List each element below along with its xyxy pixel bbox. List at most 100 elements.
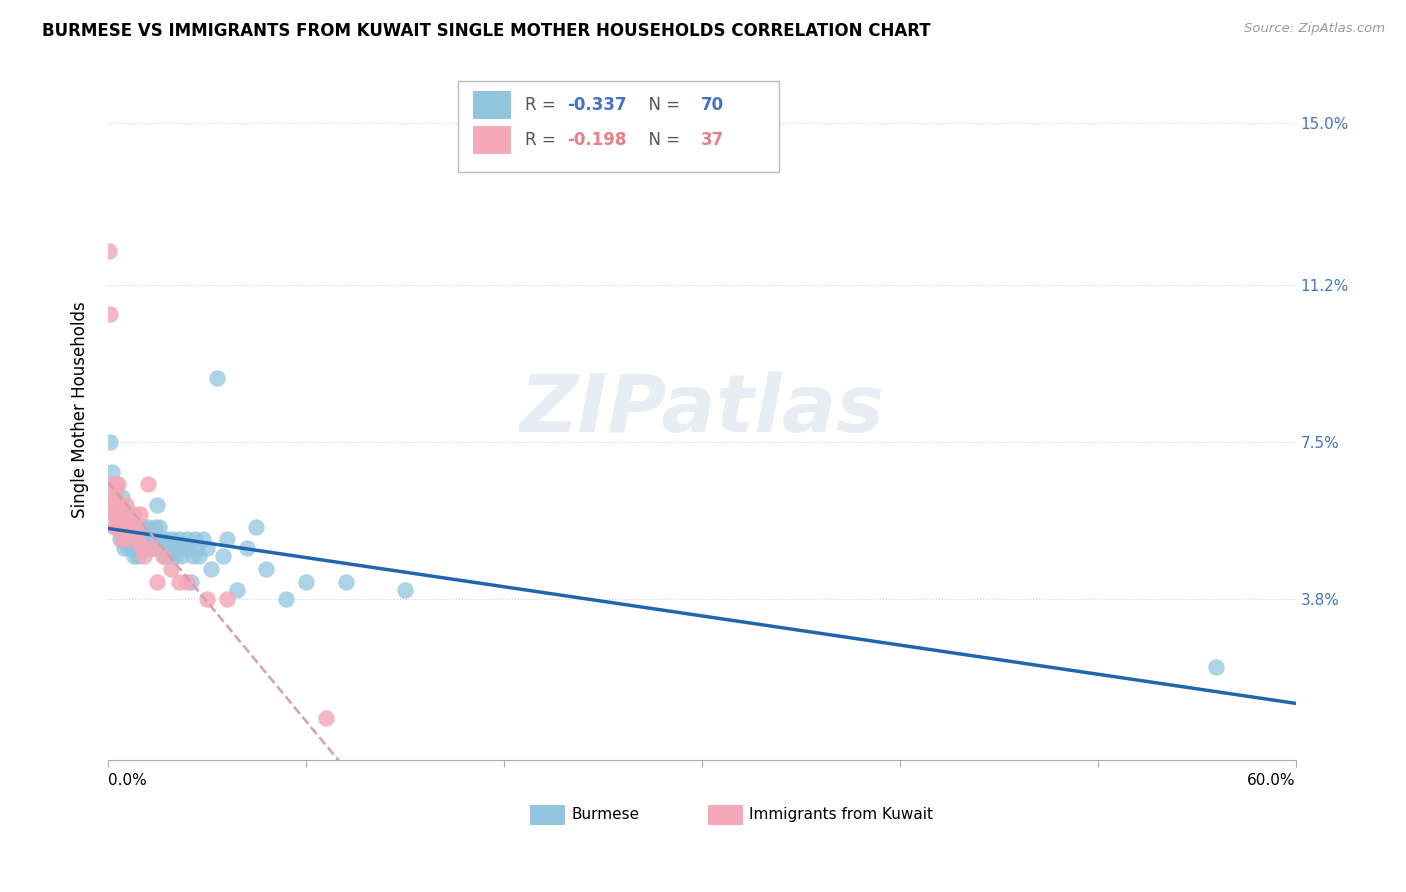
Text: BURMESE VS IMMIGRANTS FROM KUWAIT SINGLE MOTHER HOUSEHOLDS CORRELATION CHART: BURMESE VS IMMIGRANTS FROM KUWAIT SINGLE… xyxy=(42,22,931,40)
Point xyxy=(141,541,163,555)
Point xyxy=(146,574,169,589)
Point xyxy=(176,533,198,547)
Point xyxy=(111,533,134,547)
Point xyxy=(160,562,183,576)
Point xyxy=(138,541,160,555)
Point xyxy=(104,520,127,534)
Text: R =: R = xyxy=(524,96,561,114)
Point xyxy=(101,477,124,491)
FancyBboxPatch shape xyxy=(472,126,510,154)
Text: 60.0%: 60.0% xyxy=(1247,772,1295,788)
Point xyxy=(103,520,125,534)
Point xyxy=(295,574,318,589)
Point xyxy=(121,520,143,534)
Point xyxy=(114,533,136,547)
Point xyxy=(122,549,145,564)
Point xyxy=(107,477,129,491)
Text: Burmese: Burmese xyxy=(571,807,640,822)
Point xyxy=(98,244,121,258)
Point xyxy=(176,574,198,589)
Point xyxy=(114,520,136,534)
Point xyxy=(155,549,177,564)
Text: 0.0%: 0.0% xyxy=(108,772,146,788)
Point xyxy=(108,507,131,521)
Point xyxy=(128,533,150,547)
Y-axis label: Single Mother Households: Single Mother Households xyxy=(72,301,89,518)
FancyBboxPatch shape xyxy=(458,80,779,172)
Point xyxy=(211,549,233,564)
Point xyxy=(108,520,131,534)
Point xyxy=(125,533,148,547)
Point xyxy=(315,711,337,725)
Point xyxy=(132,541,155,555)
Point xyxy=(108,499,131,513)
Point xyxy=(118,533,141,547)
Point xyxy=(132,549,155,564)
Point xyxy=(180,574,202,589)
Point xyxy=(121,541,143,555)
Point xyxy=(135,533,157,547)
Point xyxy=(152,549,174,564)
Point xyxy=(136,520,159,534)
Point xyxy=(205,371,228,385)
Point xyxy=(98,307,121,321)
Point xyxy=(107,499,129,513)
Point xyxy=(150,533,173,547)
Point xyxy=(118,520,141,534)
Point xyxy=(181,549,204,564)
Point xyxy=(146,499,169,513)
Point xyxy=(108,533,131,547)
Point xyxy=(117,541,139,555)
Text: N =: N = xyxy=(638,131,685,149)
Point xyxy=(131,520,153,534)
Point xyxy=(101,465,124,479)
Point xyxy=(195,591,218,606)
Point xyxy=(215,533,238,547)
Point xyxy=(103,507,125,521)
Point xyxy=(118,520,141,534)
Point xyxy=(111,520,134,534)
Text: R =: R = xyxy=(524,131,561,149)
Text: ZIPatlas: ZIPatlas xyxy=(519,371,884,449)
Point xyxy=(131,541,153,555)
Text: -0.337: -0.337 xyxy=(568,96,627,114)
Point xyxy=(172,541,194,555)
Point xyxy=(167,533,190,547)
Point xyxy=(394,583,416,598)
FancyBboxPatch shape xyxy=(530,805,565,825)
Point xyxy=(162,533,184,547)
Point xyxy=(165,549,187,564)
Text: 37: 37 xyxy=(700,131,724,149)
Point xyxy=(117,507,139,521)
Point xyxy=(114,499,136,513)
Point xyxy=(112,541,135,555)
Point xyxy=(235,541,257,555)
Point xyxy=(200,562,222,576)
Text: 70: 70 xyxy=(700,96,724,114)
Point xyxy=(170,549,193,564)
Point xyxy=(98,490,121,504)
Point xyxy=(112,507,135,521)
Point xyxy=(167,574,190,589)
FancyBboxPatch shape xyxy=(472,91,510,120)
Point xyxy=(101,507,124,521)
Point xyxy=(142,541,165,555)
Point xyxy=(104,490,127,504)
Point xyxy=(184,533,207,547)
Point xyxy=(128,507,150,521)
Point xyxy=(179,541,201,555)
Point xyxy=(136,477,159,491)
Point xyxy=(188,549,211,564)
Point xyxy=(276,591,298,606)
Point xyxy=(127,549,149,564)
Point xyxy=(141,533,163,547)
Text: -0.198: -0.198 xyxy=(568,131,627,149)
Point xyxy=(127,533,149,547)
Point xyxy=(157,549,180,564)
Text: Source: ZipAtlas.com: Source: ZipAtlas.com xyxy=(1244,22,1385,36)
Point xyxy=(166,541,188,555)
Point xyxy=(191,533,214,547)
Point xyxy=(111,490,134,504)
Point xyxy=(122,533,145,547)
Point xyxy=(186,541,208,555)
